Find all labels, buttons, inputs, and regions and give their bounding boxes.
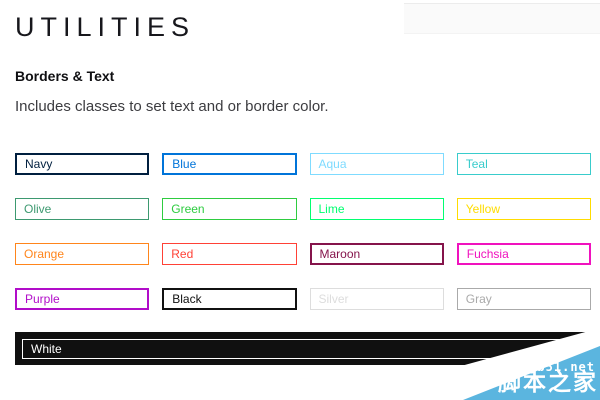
swatch-olive: Olive [15,198,150,220]
watermark-site-name: 脚本之家 [498,369,598,395]
swatch-black: Black [162,288,297,310]
watermark-corner-shape [452,328,600,400]
swatch-blue: Blue [162,153,297,175]
swatch-yellow: Yellow [456,198,591,220]
swatch-fuchsia: Fuchsia [456,243,591,265]
top-right-faint-band [404,3,600,34]
swatch-grid: Navy Blue Aqua Teal Olive Green Lime Yellow Oran… [15,153,591,310]
swatch-green: Green [162,198,297,220]
swatch-maroon: Maroon [309,243,444,265]
swatch-silver: Silver [309,288,444,310]
swatch-teal: Teal [456,153,591,175]
swatch-gray: Gray [456,288,591,310]
section-description: Includes classes to set text and or bord… [15,98,329,115]
white-swatch-bar: White [15,332,600,365]
swatch-red: Red [162,243,297,265]
page-title: UTILITIES [15,12,196,42]
watermark-blue-triangle [463,346,600,400]
swatch-lime: Lime [309,198,444,220]
swatch-navy: Navy [15,153,150,175]
swatch-purple: Purple [15,288,150,310]
watermark-site-url: jb51.net [529,360,595,374]
section-title: Borders & Text [15,68,115,84]
swatch-orange: Orange [15,243,150,265]
swatch-aqua: Aqua [309,153,444,175]
swatch-white-label: White [31,342,62,356]
